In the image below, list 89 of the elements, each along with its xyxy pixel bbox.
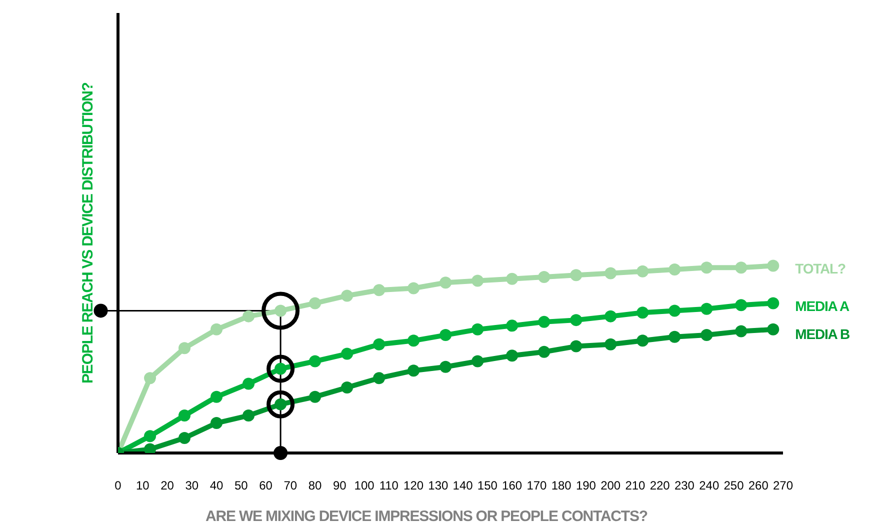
point: [178, 432, 190, 444]
point: [604, 267, 617, 280]
x-tick-label: 260: [748, 478, 769, 493]
point: [440, 276, 452, 289]
x-tick-label: 80: [308, 478, 322, 493]
point: [767, 260, 780, 272]
point: [506, 320, 518, 332]
point: [242, 310, 255, 322]
x-tick-label: 0: [114, 478, 122, 493]
point: [700, 302, 713, 315]
series-label: MEDIA A: [795, 298, 850, 314]
x-tick-label: 20: [160, 478, 174, 493]
point: [570, 269, 582, 282]
x-tick-label: 30: [185, 478, 199, 493]
x-tick-label: 120: [404, 478, 424, 493]
point: [538, 271, 550, 283]
x-tick-label: 240: [699, 478, 720, 493]
point: [668, 264, 681, 276]
point: [767, 323, 780, 336]
point: [408, 282, 420, 294]
point: [341, 348, 354, 360]
point: [506, 350, 518, 362]
point: [440, 360, 452, 373]
point: [636, 265, 649, 278]
point: [178, 342, 190, 354]
point: [373, 338, 386, 350]
point: [570, 340, 582, 352]
point: [373, 284, 386, 296]
point: [668, 304, 681, 317]
point: [506, 272, 518, 285]
x-tick-label: 110: [379, 478, 399, 493]
x-tick-label: 250: [724, 478, 744, 493]
x-tick-label: 160: [502, 478, 522, 493]
point: [668, 330, 681, 343]
point: [604, 310, 617, 322]
x-tick-label: 190: [576, 478, 596, 493]
point: [408, 334, 420, 347]
x-tick-label: 230: [674, 478, 695, 493]
point: [373, 372, 386, 384]
x-tick-label: 210: [625, 478, 646, 493]
x-tick-label: 130: [428, 478, 449, 493]
point: [144, 430, 156, 442]
x-tick-label: 150: [477, 478, 498, 493]
x-tick-label: 200: [600, 478, 621, 493]
point: [538, 346, 550, 358]
x-tick-label: 270: [772, 478, 794, 493]
x-tick-label: 60: [259, 478, 273, 493]
point: [309, 355, 322, 368]
x-tick-label: 40: [210, 478, 224, 493]
point: [242, 410, 255, 422]
point: [210, 390, 223, 403]
x-tick-label: 220: [650, 478, 670, 493]
point: [472, 355, 484, 368]
point: [210, 417, 223, 430]
series-label: TOTAL?: [795, 260, 846, 276]
point: [440, 329, 452, 342]
point: [309, 297, 322, 310]
point: [700, 329, 713, 342]
point: [767, 297, 780, 310]
point: [472, 274, 484, 287]
x-tick-label: 170: [526, 478, 548, 493]
x-tick-label: 90: [332, 478, 347, 493]
point: [242, 378, 255, 390]
y-axis-title: PEOPLE REACH VS DEVICE DISTRIBUTION?: [80, 82, 96, 384]
point: [604, 338, 617, 350]
point: [570, 314, 582, 326]
point: [700, 262, 713, 274]
x-tick-label: 50: [234, 478, 248, 493]
x-tick-label: 140: [452, 478, 474, 493]
point: [735, 299, 748, 312]
point: [309, 390, 322, 403]
x-tick-label: 10: [136, 478, 150, 493]
point: [636, 334, 649, 347]
point: [538, 316, 550, 328]
point: [210, 323, 223, 336]
x-tick-label: 180: [551, 478, 572, 493]
point: [341, 381, 354, 394]
x-tick-label: 70: [284, 478, 298, 493]
point: [735, 325, 748, 338]
series-label: MEDIA B: [795, 326, 850, 342]
point: [735, 262, 748, 274]
point: [408, 364, 420, 377]
point: [341, 290, 354, 302]
point: [144, 372, 156, 384]
point: [178, 410, 190, 422]
point: [472, 323, 484, 336]
x-tick-label: 100: [354, 478, 375, 493]
x-axis-title: ARE WE MIXING DEVICE IMPRESSIONS OR PEOPLE CONTACTS?: [204, 508, 648, 525]
point: [636, 306, 649, 319]
